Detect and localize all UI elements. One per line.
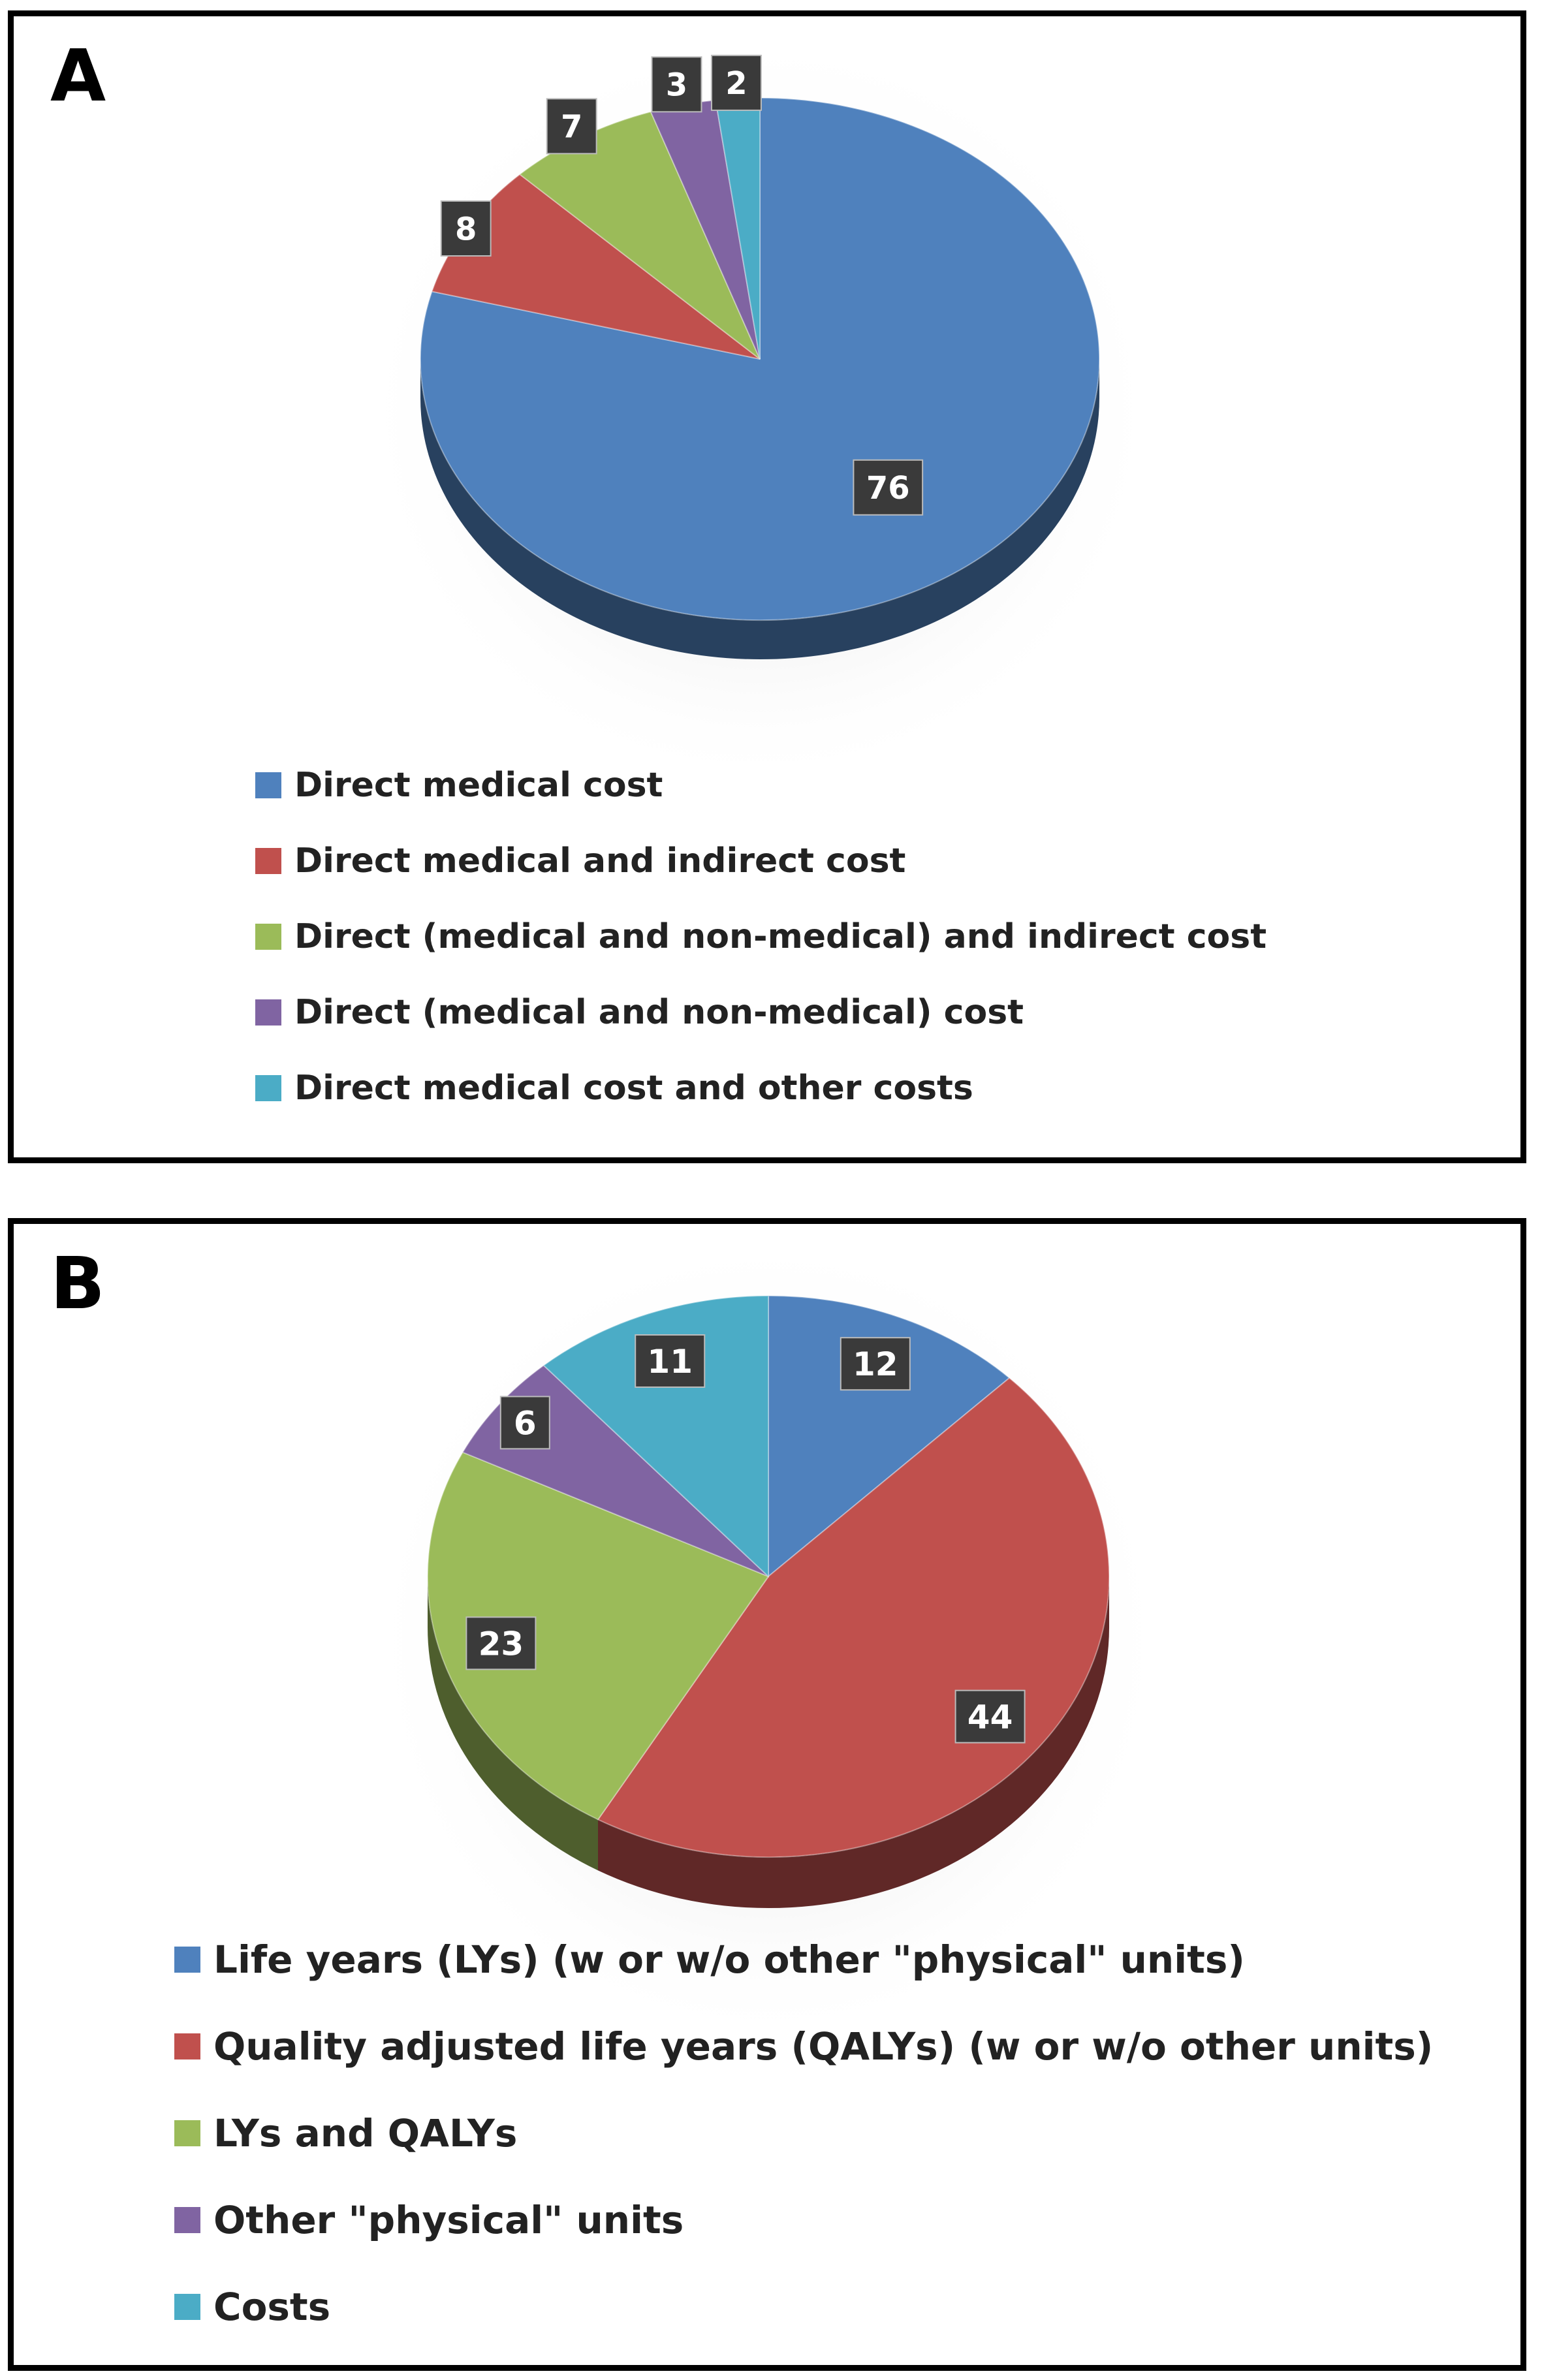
legend-item: LYs and QALYs	[174, 2090, 1433, 2176]
panel-label-a: A	[50, 34, 106, 117]
legend-swatch	[174, 2293, 200, 2320]
legend-label: Direct medical cost and other costs	[294, 1069, 973, 1108]
pie-slice	[427, 1451, 770, 1821]
legend-label: Direct (medical and non-medical) and ind…	[294, 917, 1267, 956]
chart-panel-b: B 12 44 23 6 11 Life years (LYs) (w or w/o o…	[8, 1218, 1526, 2371]
data-label-box	[954, 1689, 1026, 1744]
data-label-text: 8	[455, 211, 477, 247]
legend-label: Other "physical" units	[213, 2197, 684, 2242]
legend-swatch	[174, 1946, 200, 1973]
pie-slice	[420, 97, 1100, 621]
panel-label-b: B	[50, 1242, 105, 1325]
legend-item: Direct medical cost and other costs	[255, 1050, 1267, 1126]
legend-swatch	[174, 2120, 200, 2146]
pie-chart-a: 76 8 7 3 2	[359, 33, 1161, 790]
data-label: 2	[710, 54, 762, 111]
legend-item: Direct (medical and non-medical) cost	[255, 975, 1267, 1050]
legend-item: Life years (LYs) (w or w/o other "physic…	[174, 1916, 1433, 2003]
legend-swatch	[255, 772, 281, 798]
data-label: 11	[635, 1334, 706, 1388]
legend-swatch	[174, 2206, 200, 2233]
data-label-text: 6	[514, 1404, 537, 1442]
legend-item: Costs	[174, 2263, 1433, 2350]
legend-label: Costs	[213, 2284, 331, 2329]
pie-slice	[543, 1294, 769, 1578]
data-label-text: 44	[968, 1699, 1013, 1736]
data-label-text: 11	[647, 1343, 693, 1381]
legend-item: Direct (medical and non-medical) and ind…	[255, 899, 1267, 975]
legend-swatch	[255, 848, 281, 874]
data-label-text: 12	[853, 1345, 898, 1383]
legend-swatch	[174, 2033, 200, 2059]
legend-label: Direct medical cost	[294, 766, 663, 805]
legend-swatch	[255, 924, 281, 950]
data-label: 23	[465, 1616, 537, 1670]
data-label: 12	[840, 1337, 911, 1391]
data-label: 6	[499, 1396, 550, 1450]
data-label-box	[499, 1396, 550, 1450]
pie-chart-b: 12 44 23 6 11	[366, 1233, 1171, 2048]
legend-label: LYs and QALYs	[213, 2110, 518, 2155]
data-label: 3	[651, 56, 702, 113]
data-label-text: 2	[725, 65, 747, 102]
data-label: 44	[954, 1689, 1026, 1744]
data-label-text: 3	[666, 67, 687, 104]
legend-swatch	[255, 1075, 281, 1101]
legend-item: Direct medical and indirect cost	[255, 823, 1267, 899]
legend-label: Direct medical and indirect cost	[294, 841, 906, 881]
data-label-box	[710, 54, 762, 111]
legend-item: Quality adjusted life years (QALYs) (w o…	[174, 2003, 1433, 2090]
pie-slice	[768, 1294, 1011, 1578]
data-label-box	[840, 1337, 911, 1391]
legend-label: Life years (LYs) (w or w/o other "physic…	[213, 1937, 1245, 1982]
data-label-box	[853, 459, 924, 516]
data-label: 76	[853, 459, 924, 516]
data-label: 8	[440, 200, 492, 257]
data-label: 7	[546, 98, 597, 155]
data-label-box	[440, 200, 492, 257]
data-label-text: 23	[479, 1625, 524, 1663]
legend-b: Life years (LYs) (w or w/o other "physic…	[174, 1916, 1433, 2350]
data-label-box	[465, 1616, 537, 1670]
legend-item: Direct medical cost	[255, 747, 1267, 823]
data-label-box	[635, 1334, 706, 1388]
legend-a: Direct medical cost Direct medical and i…	[255, 747, 1267, 1126]
pie-slice-side	[598, 1576, 1109, 1908]
legend-label: Quality adjusted life years (QALYs) (w o…	[213, 2024, 1434, 2069]
legend-swatch	[255, 999, 281, 1026]
data-label-box	[546, 98, 597, 155]
chart-panel-a: A 76 8 7 3 2 Direct medical cost Direct medi…	[8, 10, 1526, 1163]
pie-slice-side	[428, 1576, 598, 1871]
data-label-text: 76	[866, 470, 910, 507]
legend-item: Other "physical" units	[174, 2176, 1433, 2263]
data-label-box	[651, 56, 702, 113]
legend-label: Direct (medical and non-medical) cost	[294, 993, 1024, 1032]
data-label-text: 7	[561, 109, 582, 146]
